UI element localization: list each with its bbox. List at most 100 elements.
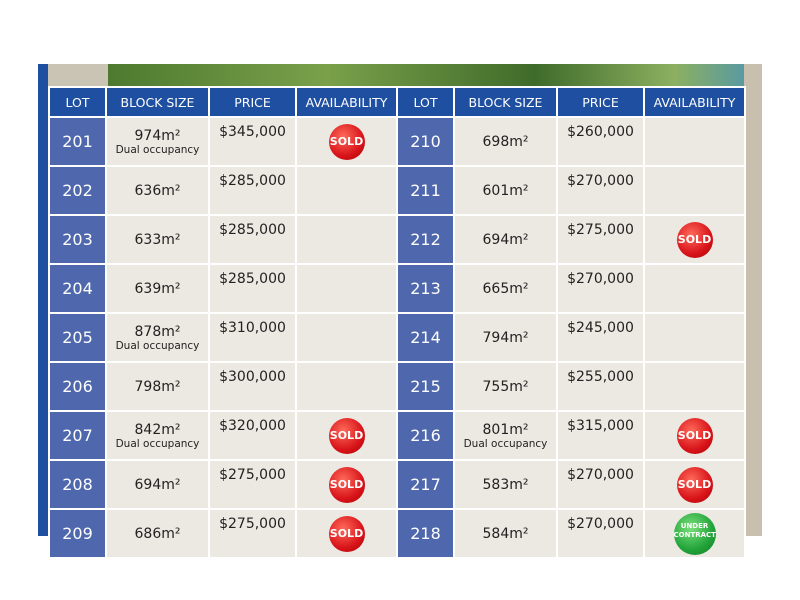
table-row: 209 686m² $275,000 SOLD 218 584m² $270,000 UNDE…: [50, 510, 744, 557]
block-size: 694m²: [107, 461, 208, 508]
availability: SOLD: [297, 118, 396, 165]
price: $285,000: [210, 265, 295, 312]
column-header: LOT: [398, 88, 453, 116]
table-row: 206 798m² $300,000 215 755m² $255,000: [50, 363, 744, 410]
block-size: 633m²: [107, 216, 208, 263]
sold-badge: SOLD: [328, 417, 365, 454]
price: $285,000: [210, 216, 295, 263]
price: $245,000: [558, 314, 643, 361]
size-value: 698m²: [482, 133, 529, 150]
lot-number: 207: [50, 412, 105, 459]
lot-number: 216: [398, 412, 453, 459]
sold-badge: SOLD: [676, 221, 713, 258]
lot-number: 217: [398, 461, 453, 508]
size-note: Dual occupancy: [115, 143, 200, 156]
size-value: 694m²: [482, 231, 529, 248]
size-value: 694m²: [134, 476, 181, 493]
price: $260,000: [558, 118, 643, 165]
lot-number: 215: [398, 363, 453, 410]
sold-badge: SOLD: [676, 466, 713, 503]
lot-number: 209: [50, 510, 105, 557]
price: $310,000: [210, 314, 295, 361]
table-row: 207 842m² Dual occupancy $320,000 SOLD 216 801…: [50, 412, 744, 459]
lot-number: 205: [50, 314, 105, 361]
column-header: BLOCK SIZE: [107, 88, 208, 116]
block-size: 694m²: [455, 216, 556, 263]
price: $345,000: [210, 118, 295, 165]
size-value: 686m²: [134, 525, 181, 542]
under-contract-badge: UNDER CONTRACT: [673, 512, 716, 555]
lot-number: 201: [50, 118, 105, 165]
right-strip: [744, 64, 762, 536]
availability: [645, 167, 744, 214]
size-value: 601m²: [482, 182, 529, 199]
availability: [297, 167, 396, 214]
lot-number: 203: [50, 216, 105, 263]
availability: [297, 314, 396, 361]
size-value: 755m²: [482, 378, 529, 395]
size-value: 583m²: [482, 476, 529, 493]
size-value: 801m²: [482, 421, 529, 438]
price: $255,000: [558, 363, 643, 410]
lot-number: 202: [50, 167, 105, 214]
lot-number: 212: [398, 216, 453, 263]
lot-number: 218: [398, 510, 453, 557]
lot-number: 210: [398, 118, 453, 165]
availability: [645, 265, 744, 312]
size-value: 636m²: [134, 182, 181, 199]
block-size: 798m²: [107, 363, 208, 410]
block-size: 583m²: [455, 461, 556, 508]
size-value: 842m²: [134, 421, 181, 438]
availability: [645, 363, 744, 410]
price: $275,000: [558, 216, 643, 263]
block-size: 636m²: [107, 167, 208, 214]
size-note: Dual occupancy: [115, 339, 200, 352]
availability: SOLD: [645, 412, 744, 459]
block-size: 584m²: [455, 510, 556, 557]
price: $275,000: [210, 510, 295, 557]
left-accent-bar: [38, 64, 48, 536]
size-value: 798m²: [134, 378, 181, 395]
availability: SOLD: [645, 216, 744, 263]
lot-number: 211: [398, 167, 453, 214]
lot-price-table: LOT BLOCK SIZE PRICE AVAILABILITY LOT BLOCK S…: [48, 86, 746, 559]
block-size: 878m² Dual occupancy: [107, 314, 208, 361]
availability: UNDER CONTRACT: [645, 510, 744, 557]
block-size: 639m²: [107, 265, 208, 312]
availability: [297, 265, 396, 312]
block-size: 794m²: [455, 314, 556, 361]
sold-badge: SOLD: [328, 515, 365, 552]
size-value: 639m²: [134, 280, 181, 297]
sold-badge: SOLD: [328, 466, 365, 503]
table-row: 203 633m² $285,000 212 694m² $275,000 SOLD: [50, 216, 744, 263]
column-header: LOT: [50, 88, 105, 116]
table-row: 208 694m² $275,000 SOLD 217 583m² $270,000 SOLD: [50, 461, 744, 508]
table-row: 205 878m² Dual occupancy $310,000 214 794m² $2…: [50, 314, 744, 361]
price: $300,000: [210, 363, 295, 410]
size-value: 665m²: [482, 280, 529, 297]
lot-number: 208: [50, 461, 105, 508]
availability: [645, 314, 744, 361]
size-value: 878m²: [134, 323, 181, 340]
foliage-banner: [48, 64, 744, 88]
lot-number: 206: [50, 363, 105, 410]
price: $315,000: [558, 412, 643, 459]
availability: [297, 363, 396, 410]
block-size: 665m²: [455, 265, 556, 312]
size-note: Dual occupancy: [115, 437, 200, 450]
table-row: 201 974m² Dual occupancy $345,000 SOLD 210 698…: [50, 118, 744, 165]
column-header: PRICE: [558, 88, 643, 116]
availability: [645, 118, 744, 165]
block-size: 842m² Dual occupancy: [107, 412, 208, 459]
column-header: AVAILABILITY: [645, 88, 744, 116]
block-size: 601m²: [455, 167, 556, 214]
availability: SOLD: [297, 412, 396, 459]
sold-badge: SOLD: [328, 123, 365, 160]
size-value: 584m²: [482, 525, 529, 542]
price: $275,000: [210, 461, 295, 508]
lot-number: 204: [50, 265, 105, 312]
sold-badge: SOLD: [676, 417, 713, 454]
block-size: 686m²: [107, 510, 208, 557]
table-row: 204 639m² $285,000 213 665m² $270,000: [50, 265, 744, 312]
lot-number: 214: [398, 314, 453, 361]
